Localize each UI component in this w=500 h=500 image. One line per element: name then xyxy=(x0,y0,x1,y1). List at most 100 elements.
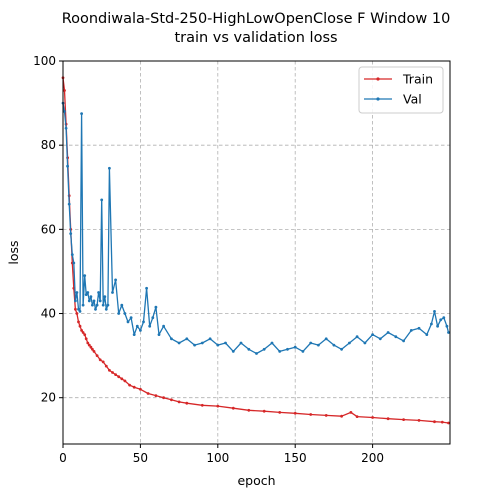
data-point-val xyxy=(135,324,139,328)
data-point-train xyxy=(81,331,85,334)
data-point-train xyxy=(120,377,124,381)
data-point-train xyxy=(111,371,114,374)
data-point-val xyxy=(317,343,320,347)
data-point-val xyxy=(95,303,99,307)
data-point-val xyxy=(409,329,413,332)
data-point-train xyxy=(63,89,66,92)
data-point-val xyxy=(104,307,108,311)
data-point-val xyxy=(84,293,88,296)
x-tick-label: 150 xyxy=(284,451,307,465)
data-point-val xyxy=(324,337,328,341)
data-point-train xyxy=(324,414,328,417)
series-layer xyxy=(61,76,450,425)
data-point-train xyxy=(104,364,108,368)
data-point-train xyxy=(349,411,353,414)
data-point-val xyxy=(301,350,305,353)
data-point-val xyxy=(64,126,68,130)
data-point-train xyxy=(447,421,450,425)
data-point-train xyxy=(433,420,436,424)
data-point-val xyxy=(111,291,114,294)
data-point-val xyxy=(123,312,127,315)
data-point-val xyxy=(394,335,398,339)
data-point-train xyxy=(80,329,83,332)
data-point-train xyxy=(139,387,142,391)
data-point-val xyxy=(78,310,82,313)
data-point-val xyxy=(94,307,97,311)
data-point-val xyxy=(129,316,133,320)
data-point-train xyxy=(114,373,117,376)
data-point-val xyxy=(87,299,91,303)
data-point-train xyxy=(386,417,390,421)
data-point-val xyxy=(425,333,429,336)
data-point-val xyxy=(74,299,77,303)
x-tick-label: 50 xyxy=(133,451,148,465)
x-tick-label: 0 xyxy=(59,451,67,465)
data-point-val xyxy=(439,318,443,322)
data-point-val xyxy=(348,341,351,345)
data-point-val xyxy=(436,324,439,328)
data-point-train xyxy=(117,375,121,379)
data-point-val xyxy=(445,324,449,328)
data-point-val xyxy=(67,202,71,206)
data-point-train xyxy=(247,408,251,412)
data-point-train xyxy=(371,416,374,419)
data-point-val xyxy=(72,261,76,265)
data-point-val xyxy=(148,324,152,328)
data-point-train xyxy=(355,415,359,418)
data-point-train xyxy=(128,383,132,387)
data-point-train xyxy=(98,358,102,362)
data-point-train xyxy=(92,350,96,353)
data-point-val xyxy=(270,341,274,345)
data-point-val xyxy=(114,278,117,282)
data-point-val xyxy=(108,166,111,170)
data-point-val xyxy=(442,316,446,320)
data-point-train xyxy=(101,360,105,364)
data-point-val xyxy=(98,299,102,303)
data-point-val xyxy=(132,333,136,336)
data-point-train xyxy=(170,398,173,402)
data-point-train xyxy=(309,413,313,416)
data-point-val xyxy=(224,341,227,345)
data-point-val xyxy=(117,312,121,315)
data-point-val xyxy=(89,295,93,299)
data-point-val xyxy=(208,337,212,341)
data-point-val xyxy=(177,341,181,345)
data-point-val xyxy=(309,341,313,345)
x-axis-label: epoch xyxy=(237,473,275,488)
data-point-train xyxy=(146,392,150,395)
data-point-val xyxy=(332,343,336,347)
grid xyxy=(63,61,450,444)
data-point-train xyxy=(77,320,80,324)
data-point-val xyxy=(293,345,297,349)
data-point-val xyxy=(239,341,243,345)
data-point-train xyxy=(200,403,204,407)
data-point-train xyxy=(402,418,405,421)
legend: Train Val xyxy=(358,66,444,114)
data-point-train xyxy=(216,404,220,408)
data-point-val xyxy=(185,337,189,341)
data-point-val xyxy=(70,253,74,256)
y-tick-label: 100 xyxy=(33,54,56,68)
data-point-val xyxy=(80,112,83,115)
data-point-train xyxy=(340,414,343,418)
data-point-val xyxy=(417,326,421,330)
data-point-val xyxy=(402,339,405,343)
data-point-val xyxy=(278,350,282,353)
data-point-train xyxy=(162,396,166,400)
x-tick-label: 200 xyxy=(361,451,384,465)
plot-frame xyxy=(62,60,451,445)
legend-marker-train xyxy=(376,77,380,81)
data-point-train xyxy=(78,324,82,328)
data-point-val xyxy=(363,341,367,345)
chart-subtitle: train vs validation loss xyxy=(174,30,337,46)
data-point-train xyxy=(95,354,99,357)
data-point-train xyxy=(84,337,88,341)
data-point-val xyxy=(216,343,220,347)
data-point-val xyxy=(286,347,289,351)
data-point-val xyxy=(126,320,130,324)
legend-label-val: Val xyxy=(403,92,422,107)
data-point-train xyxy=(177,400,181,404)
data-point-val xyxy=(340,347,343,351)
data-point-val xyxy=(145,286,149,290)
y-tick-label: 80 xyxy=(41,138,56,152)
